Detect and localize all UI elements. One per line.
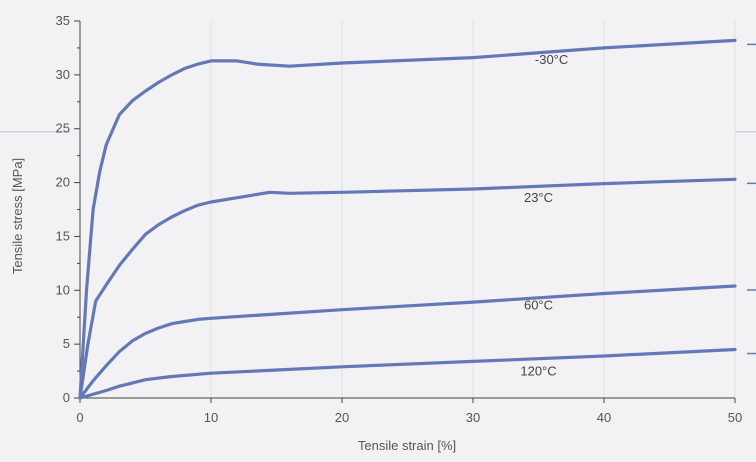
plot-background xyxy=(80,21,735,398)
y-tick-label: 25 xyxy=(56,121,70,136)
x-tick-label: 50 xyxy=(728,410,742,425)
y-tick-label: 10 xyxy=(56,282,70,297)
series-label: 23°C xyxy=(524,190,553,205)
series-line xyxy=(78,284,737,400)
x-tick-label: 10 xyxy=(204,410,218,425)
y-tick-label: 35 xyxy=(56,13,70,28)
series-label-layer: -30°C 23°C 60°C 120°C xyxy=(520,52,568,378)
x-tick-label: 30 xyxy=(466,410,480,425)
grid-layer xyxy=(210,21,736,398)
series-line xyxy=(78,38,737,400)
series-label: -30°C xyxy=(535,52,568,67)
x-tick-label: 0 xyxy=(76,410,83,425)
axis-layer: 0 5 10 15 20 25 30 35 0 10 20 30 40 50 xyxy=(56,13,743,425)
background-layer xyxy=(0,21,756,398)
x-tick-label: 20 xyxy=(335,410,349,425)
y-tick-label: 5 xyxy=(63,336,70,351)
series-label: 60°C xyxy=(524,298,553,313)
y-axis-title: Tensile stress [MPa] xyxy=(10,158,25,274)
series-line xyxy=(78,347,737,400)
x-tick-label: 40 xyxy=(597,410,611,425)
y-tick-label: 0 xyxy=(63,390,70,405)
y-tick-label: 15 xyxy=(56,228,70,243)
series-label: 120°C xyxy=(520,363,556,378)
x-axis-title: Tensile strain [%] xyxy=(358,438,456,453)
y-tick-label: 30 xyxy=(56,67,70,82)
series-layer xyxy=(78,38,737,400)
series-line xyxy=(78,177,737,400)
y-tick-label: 20 xyxy=(56,175,70,190)
